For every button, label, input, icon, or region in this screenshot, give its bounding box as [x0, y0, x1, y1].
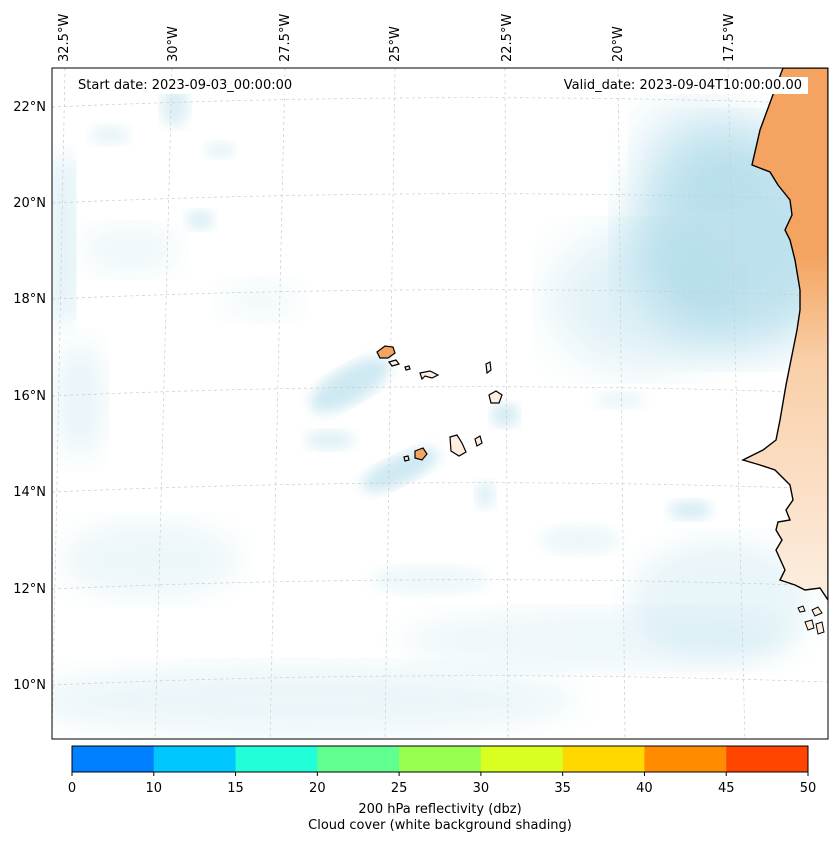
bijagos-islands [797, 605, 825, 635]
lon-label: 20°W [611, 26, 626, 62]
africa-land [741, 68, 828, 602]
colorbar-swatch [317, 746, 400, 772]
colorbar-label: 200 hPa reflectivity (dbz) [358, 802, 522, 817]
colorbar-tick-label: 35 [554, 781, 571, 796]
island-santo-antao [376, 345, 396, 359]
colorbar-swatch [644, 746, 727, 772]
lat-label: 14°N [13, 485, 46, 500]
colorbar-tick-label: 10 [145, 781, 163, 796]
latitude-labels: 22°N 20°N 18°N 16°N 14°N 12°N 10°N [13, 100, 46, 693]
colorbar-tick-label: 45 [717, 781, 735, 796]
island-sao-nicolau [419, 370, 440, 381]
lon-label: 27.5°W [278, 14, 293, 62]
colorbar-swatch [399, 746, 482, 772]
colorbar-tick-label: 30 [472, 781, 490, 796]
colorbar-swatch [480, 746, 564, 772]
lat-label: 18°N [13, 292, 46, 307]
start-date-label: Start date: 2023-09-03_00:00:00 [72, 77, 299, 94]
cape-verde-islands [376, 345, 503, 462]
colorbar-swatch [153, 746, 237, 772]
valid-date-label: Valid_date: 2023-09-04T10:00:00.00 [557, 77, 808, 94]
island-sal [485, 361, 492, 375]
colorbar-swatch [235, 746, 318, 772]
lon-label: 17.5°W [722, 14, 737, 62]
colorbar-swatch [562, 746, 645, 772]
colorbar-tick-label: 0 [67, 781, 77, 796]
island-santiago [449, 434, 467, 457]
longitude-labels: 32.5°W 30°W 27.5°W 25°W 22.5°W 20°W 17.5… [57, 14, 737, 62]
colorbar-tick-label: 40 [636, 781, 653, 796]
colorbar-swatch [726, 746, 809, 772]
lon-label: 25°W [388, 26, 403, 62]
lat-label: 10°N [13, 678, 46, 693]
map-gridlines [52, 68, 828, 739]
colorbar [71, 745, 809, 776]
colorbar-tick-label: 25 [390, 781, 408, 796]
island-santa-luzia [404, 365, 411, 371]
colorbar-tick-label: 20 [309, 781, 326, 796]
lat-label: 12°N [13, 582, 46, 597]
lon-label: 30°W [166, 26, 181, 62]
lat-label: 16°N [13, 389, 46, 404]
lon-label: 22.5°W [500, 14, 515, 62]
colorbar-swatch [72, 746, 155, 772]
island-fogo [414, 447, 428, 461]
colorbar-frame [71, 745, 809, 773]
map-frame [51, 67, 829, 740]
map-panel [52, 68, 828, 739]
lon-label: 32.5°W [57, 14, 72, 62]
colorbar-tick-label: 50 [799, 781, 817, 796]
island-maio [474, 435, 483, 447]
island-brava [403, 455, 410, 462]
colorbar-tick-label: 15 [227, 781, 244, 796]
island-sao-vicente [387, 359, 401, 367]
lat-label: 20°N [13, 196, 46, 211]
island-boa-vista [488, 390, 503, 404]
lat-label: 22°N [13, 100, 46, 115]
colorbar-sublabel: Cloud cover (white background shading) [308, 818, 572, 833]
